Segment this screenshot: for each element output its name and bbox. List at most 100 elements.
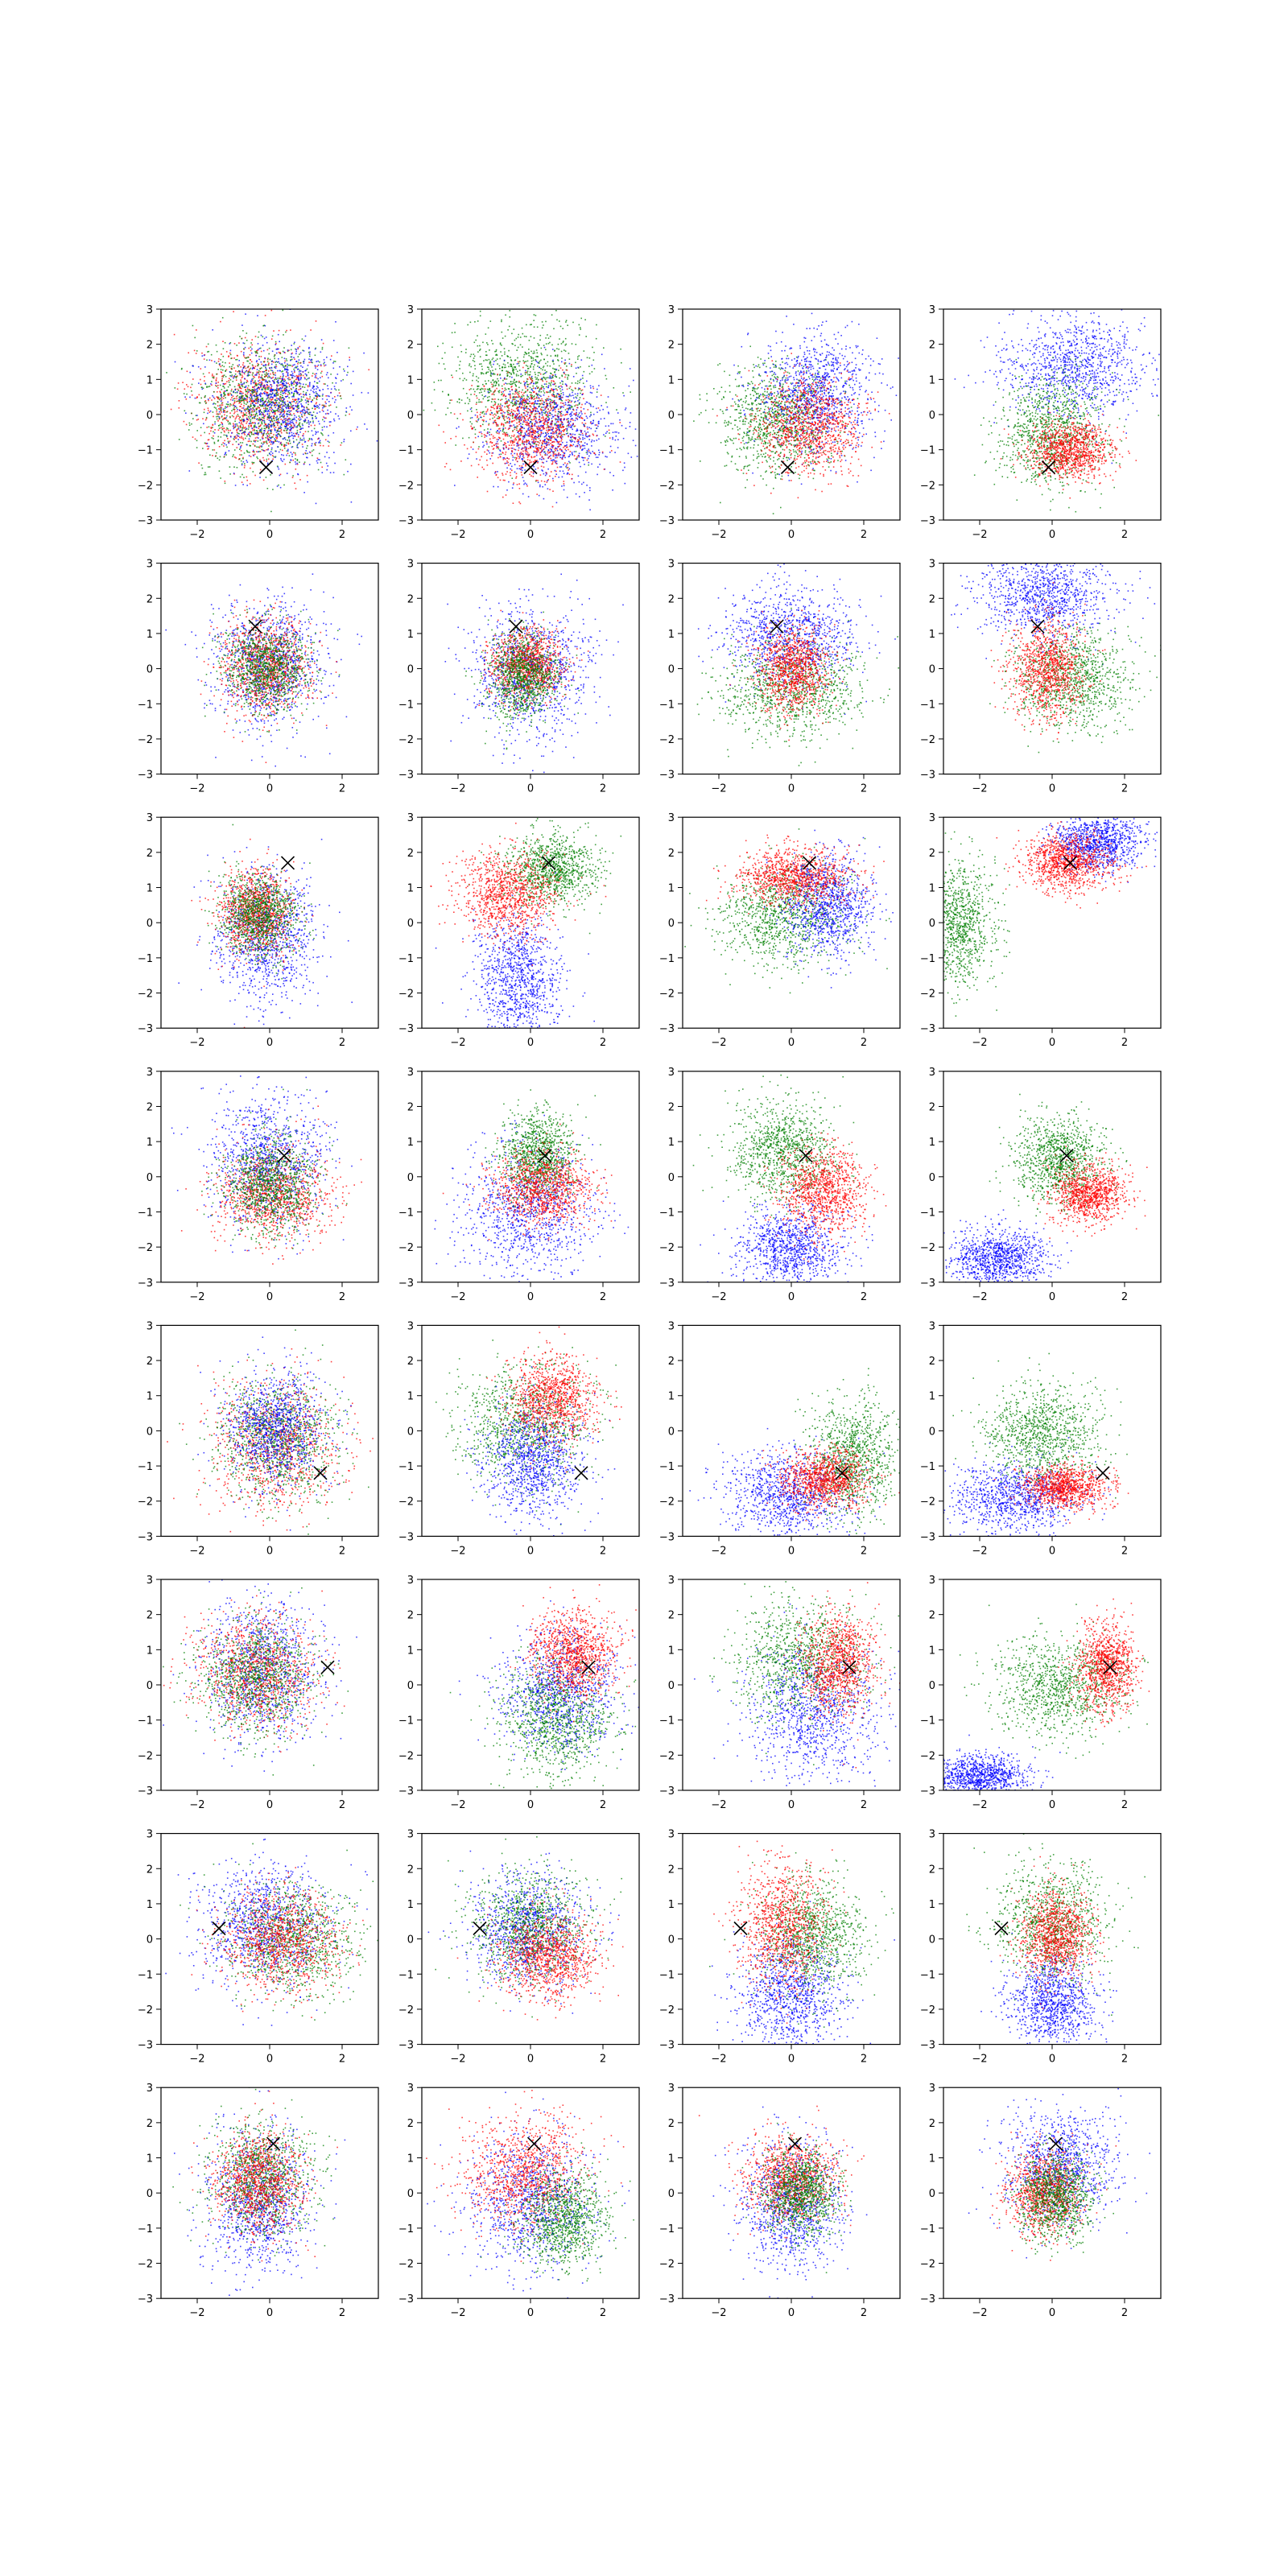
point [526, 324, 527, 326]
point [545, 411, 547, 412]
point [252, 462, 254, 464]
point [569, 400, 571, 402]
point [613, 423, 614, 425]
point [558, 344, 559, 345]
point [266, 394, 268, 395]
point [262, 417, 264, 419]
point [279, 407, 281, 408]
point [245, 390, 246, 391]
point [287, 428, 289, 430]
point [249, 455, 250, 456]
point [481, 412, 483, 414]
point [250, 382, 252, 383]
point [202, 468, 204, 469]
point [475, 434, 477, 436]
point [568, 374, 569, 376]
point [266, 395, 267, 397]
point [203, 423, 204, 425]
point [259, 404, 261, 406]
point [253, 376, 254, 378]
point [597, 426, 599, 427]
point [223, 411, 225, 412]
point [275, 368, 277, 369]
point [520, 423, 522, 424]
point [261, 401, 262, 402]
point [518, 397, 519, 398]
point [254, 441, 256, 443]
point [548, 440, 550, 442]
point [551, 345, 553, 346]
point [249, 401, 250, 402]
point [216, 411, 217, 413]
point [318, 438, 320, 440]
point [267, 425, 269, 427]
point [259, 348, 261, 349]
point [279, 352, 280, 353]
point [306, 379, 308, 381]
point [477, 389, 478, 390]
point [481, 392, 482, 394]
point [270, 374, 271, 375]
point [266, 460, 267, 462]
point [243, 407, 245, 409]
point [302, 446, 303, 448]
point [225, 362, 226, 364]
point [299, 438, 301, 440]
point [270, 427, 272, 428]
point [558, 413, 559, 415]
point [251, 339, 253, 341]
point [264, 421, 266, 423]
point [217, 436, 219, 438]
point [299, 386, 301, 387]
point [283, 485, 285, 486]
point [288, 410, 290, 411]
point [246, 419, 248, 420]
point [257, 437, 258, 439]
point [579, 324, 580, 326]
point [217, 405, 219, 407]
point [244, 374, 246, 375]
point [608, 412, 609, 414]
point [312, 375, 313, 377]
point [258, 407, 260, 409]
point [568, 396, 569, 398]
point [545, 443, 547, 444]
point [229, 406, 231, 407]
point [287, 413, 288, 415]
point [470, 394, 472, 395]
point [575, 362, 576, 364]
point [261, 335, 262, 336]
point [309, 464, 311, 465]
point [525, 391, 526, 393]
point [566, 365, 568, 367]
point [316, 396, 318, 398]
point [494, 414, 496, 415]
point [501, 320, 502, 321]
point [224, 431, 225, 433]
point [485, 383, 487, 385]
point [563, 392, 564, 394]
point [534, 365, 535, 366]
point [214, 432, 216, 434]
point [315, 367, 316, 369]
point [287, 382, 289, 384]
point [262, 325, 264, 327]
point [517, 357, 518, 359]
point [234, 411, 236, 413]
point [501, 453, 502, 455]
point [244, 386, 246, 388]
point [254, 400, 256, 402]
point [513, 381, 514, 382]
point [294, 370, 295, 372]
point [326, 357, 328, 358]
point [303, 454, 304, 456]
point [240, 371, 242, 373]
point [237, 359, 238, 361]
point [345, 411, 347, 413]
point [230, 399, 232, 401]
point [314, 428, 316, 430]
point [277, 394, 279, 396]
point [278, 382, 279, 384]
point [592, 347, 593, 349]
point [550, 378, 551, 379]
